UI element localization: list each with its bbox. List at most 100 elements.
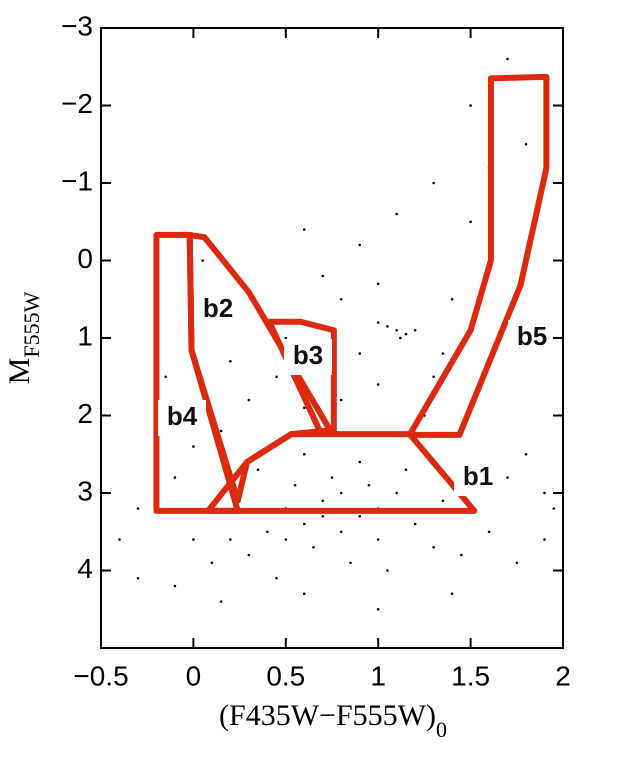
y-axis-label: MF555W (3, 291, 44, 384)
point (136, 576, 140, 580)
point (506, 476, 509, 479)
x-tick-label: 0.5 (266, 660, 305, 691)
point (358, 243, 362, 247)
y-tick-label: 0 (77, 243, 93, 274)
point (432, 545, 435, 549)
point (192, 538, 195, 541)
point (358, 460, 362, 464)
point (229, 538, 232, 541)
x-axis-label-sub: 0 (436, 717, 447, 742)
x-tick-label: 0 (186, 660, 202, 691)
region-outline (406, 73, 550, 438)
point (460, 553, 463, 557)
point (413, 522, 417, 526)
x-tick-label: −0.5 (73, 660, 128, 691)
point (506, 57, 509, 61)
point (284, 538, 288, 541)
point (275, 375, 278, 379)
point (543, 491, 546, 495)
x-axis-label: (F435W−F555W)0 (219, 699, 447, 742)
point (247, 553, 251, 557)
region-label: b3 (293, 340, 323, 370)
point (321, 499, 325, 503)
point (376, 282, 380, 286)
region-label-bg (284, 339, 332, 375)
point (266, 530, 269, 534)
x-tick-label: 1 (370, 660, 386, 691)
point (321, 514, 325, 518)
point (386, 325, 389, 328)
point (395, 491, 398, 495)
point (321, 274, 325, 278)
point (441, 352, 445, 355)
point (330, 476, 334, 479)
region-label-bg (454, 460, 502, 496)
point (312, 545, 315, 549)
y-tick-label: 3 (77, 475, 93, 506)
point (552, 507, 556, 510)
point (302, 452, 306, 456)
point (302, 522, 306, 526)
point (515, 561, 519, 565)
region-label: b1 (463, 461, 493, 491)
point (469, 104, 472, 107)
y-tick-label: −3 (61, 10, 93, 41)
point (192, 445, 195, 448)
point (284, 336, 288, 340)
point (302, 592, 306, 596)
region-outline (205, 431, 478, 514)
point (404, 468, 408, 472)
point (376, 321, 380, 324)
region-label: b5 (517, 321, 547, 351)
region-label: b4 (167, 401, 198, 431)
point (376, 383, 380, 386)
point (441, 499, 445, 503)
point (413, 328, 417, 332)
point (136, 507, 140, 510)
point (376, 607, 380, 611)
y-tick-label: 4 (77, 553, 93, 584)
y-tick-label: −2 (61, 88, 93, 119)
point (302, 406, 306, 410)
point (210, 561, 214, 565)
y-tick-label: −1 (61, 165, 93, 196)
point (404, 332, 408, 336)
region-label-bg (194, 292, 242, 328)
point (395, 328, 398, 332)
point (201, 259, 204, 262)
region-label: b2 (203, 293, 233, 323)
point (450, 592, 454, 596)
point (219, 600, 223, 603)
point (275, 576, 278, 580)
region-label-bg (158, 400, 206, 436)
point (432, 375, 435, 379)
point (349, 561, 352, 565)
region-outline (153, 231, 241, 514)
y-axis-label-sub: F555W (19, 291, 44, 357)
x-tick-label: 1.5 (451, 660, 490, 691)
y-axis-label-main: M (3, 358, 36, 385)
point (247, 398, 251, 402)
point (302, 228, 306, 231)
region-outline (266, 318, 337, 437)
point (487, 530, 491, 534)
y-tick-label: 2 (77, 398, 93, 429)
y-tick-label: 1 (77, 320, 93, 351)
point (367, 483, 371, 487)
point (524, 452, 528, 456)
point (339, 491, 343, 495)
point (256, 468, 260, 472)
point (339, 530, 343, 534)
point (376, 538, 380, 541)
point (173, 584, 177, 588)
point (164, 375, 167, 379)
point (543, 538, 546, 541)
point (469, 220, 472, 224)
point (339, 297, 343, 301)
point (386, 569, 389, 572)
point (173, 476, 177, 479)
point (524, 142, 528, 146)
point (118, 538, 121, 541)
point (229, 359, 232, 363)
